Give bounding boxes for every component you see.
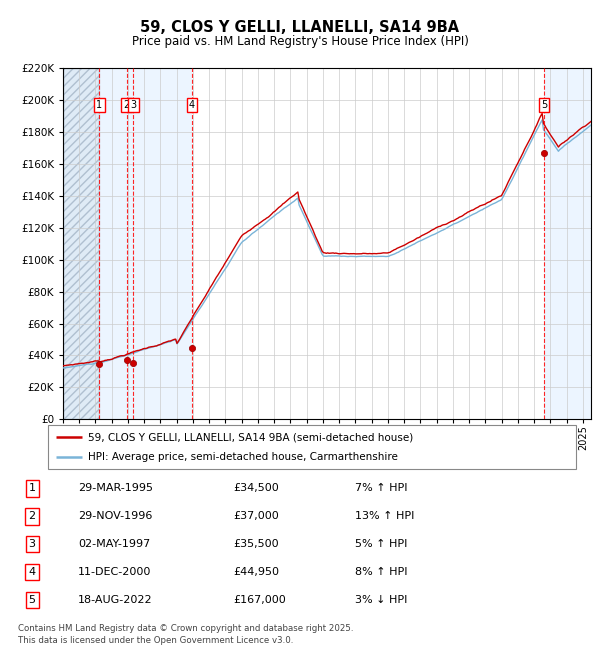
Bar: [133, 68, 192, 419]
Text: £37,000: £37,000: [234, 512, 280, 521]
Text: 4: 4: [189, 100, 195, 110]
Text: 11-DEC-2000: 11-DEC-2000: [78, 567, 152, 577]
Text: 3% ↓ HPI: 3% ↓ HPI: [355, 595, 407, 605]
Text: Price paid vs. HM Land Registry's House Price Index (HPI): Price paid vs. HM Land Registry's House …: [131, 35, 469, 48]
Text: £34,500: £34,500: [234, 484, 280, 493]
Text: 59, CLOS Y GELLI, LLANELLI, SA14 9BA: 59, CLOS Y GELLI, LLANELLI, SA14 9BA: [140, 20, 460, 35]
Text: 2: 2: [124, 100, 130, 110]
Text: 2: 2: [29, 512, 36, 521]
Bar: [127, 68, 133, 419]
Bar: [544, 68, 591, 419]
Text: £35,500: £35,500: [234, 540, 280, 549]
Text: 4: 4: [29, 567, 36, 577]
Text: 3: 3: [29, 540, 35, 549]
Text: £167,000: £167,000: [234, 595, 287, 605]
FancyBboxPatch shape: [48, 425, 576, 469]
Text: 5% ↑ HPI: 5% ↑ HPI: [355, 540, 407, 549]
Text: 29-NOV-1996: 29-NOV-1996: [78, 512, 152, 521]
Text: 5: 5: [541, 100, 547, 110]
Text: 5: 5: [29, 595, 35, 605]
Text: 13% ↑ HPI: 13% ↑ HPI: [355, 512, 414, 521]
Text: 1: 1: [29, 484, 35, 493]
Bar: [100, 68, 127, 419]
Bar: [63, 68, 100, 419]
Text: £44,950: £44,950: [234, 567, 280, 577]
Text: 18-AUG-2022: 18-AUG-2022: [78, 595, 153, 605]
Text: 59, CLOS Y GELLI, LLANELLI, SA14 9BA (semi-detached house): 59, CLOS Y GELLI, LLANELLI, SA14 9BA (se…: [88, 432, 413, 442]
Text: 02-MAY-1997: 02-MAY-1997: [78, 540, 151, 549]
Text: 1: 1: [97, 100, 103, 110]
Text: Contains HM Land Registry data © Crown copyright and database right 2025.
This d: Contains HM Land Registry data © Crown c…: [18, 624, 353, 645]
Text: 29-MAR-1995: 29-MAR-1995: [78, 484, 153, 493]
Text: 7% ↑ HPI: 7% ↑ HPI: [355, 484, 407, 493]
Text: HPI: Average price, semi-detached house, Carmarthenshire: HPI: Average price, semi-detached house,…: [88, 452, 397, 462]
Text: 8% ↑ HPI: 8% ↑ HPI: [355, 567, 407, 577]
Text: 3: 3: [130, 100, 136, 110]
